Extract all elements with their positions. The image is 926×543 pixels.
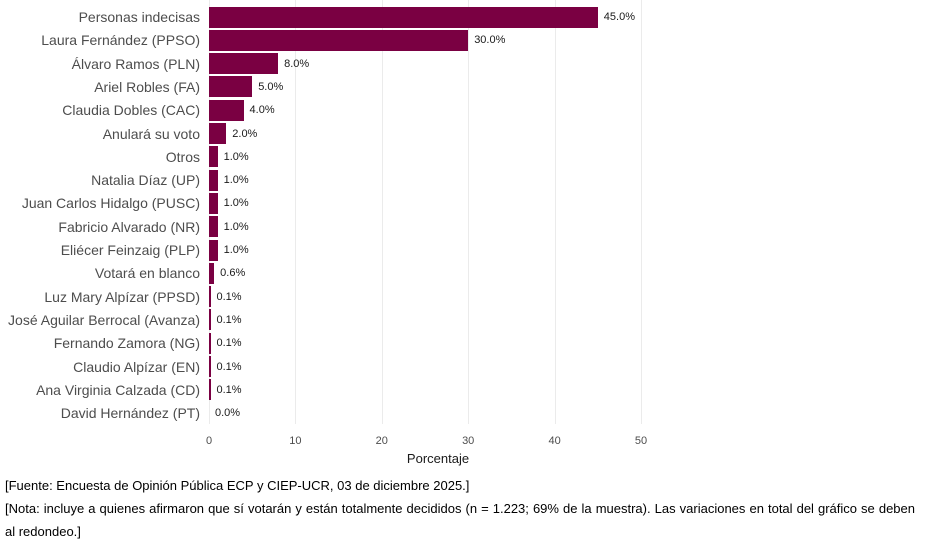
gridline: [295, 0, 297, 424]
value-label: 45.0%: [603, 11, 635, 23]
value-label: 1.0%: [223, 150, 249, 163]
source-note: [Fuente: Encuesta de Opinión Pública ECP…: [5, 478, 470, 493]
x-tick-label: 30: [462, 435, 475, 447]
bar: [209, 29, 469, 51]
category-label: Natalia Díaz (UP): [91, 172, 200, 189]
gridline: [468, 0, 470, 424]
bar: [209, 123, 227, 144]
category-label: Álvaro Ramos (PLN): [71, 55, 200, 72]
category-label: Claudio Alpízar (EN): [73, 358, 200, 375]
bar-chart: 0 10 20 30 40 50 Personas indecisas 45.0% Laura …: [8, 0, 648, 447]
gridline: [554, 0, 556, 424]
value-label: 0.1%: [216, 360, 242, 373]
gridline: [381, 0, 383, 424]
value-label: 0.1%: [216, 383, 242, 396]
bar: [209, 239, 218, 261]
bar: [209, 379, 211, 401]
category-label: Laura Fernández (PPSO): [41, 32, 200, 49]
value-label: 30.0%: [474, 34, 506, 47]
bar: [209, 309, 211, 331]
category-label: Luz Mary Alpízar (PPSD): [44, 288, 200, 305]
category-label: Eliécer Feinzaig (PLP): [60, 242, 200, 258]
x-tick-label: 40: [548, 435, 561, 447]
bar: [209, 146, 218, 168]
value-label: 1.0%: [223, 197, 249, 210]
value-label: 0.6%: [220, 267, 246, 280]
value-label: 2.0%: [232, 127, 258, 140]
value-label: 4.0%: [249, 104, 275, 117]
bar: [209, 169, 218, 191]
category-label: Ariel Robles (FA): [94, 78, 200, 95]
category-label: Fabricio Alvarado (NR): [58, 218, 200, 235]
footnote: [Nota: incluye a quienes afirmaron que s…: [5, 501, 915, 539]
bar: [209, 6, 598, 28]
value-label: 8.0%: [284, 57, 310, 70]
value-label: 0.1%: [216, 290, 242, 303]
value-label: 0.1%: [216, 337, 242, 350]
bar: [209, 76, 253, 98]
value-label: 0.0%: [215, 407, 241, 420]
category-label: Claudia Dobles (CAC): [62, 102, 200, 119]
value-label: 1.0%: [223, 174, 249, 187]
x-tick-label: 10: [289, 435, 302, 447]
value-label: 0.1%: [216, 313, 242, 326]
value-label: 1.0%: [223, 244, 249, 256]
category-label: Ana Virginia Calzada (CD): [36, 381, 200, 398]
bar: [209, 356, 211, 377]
category-label: Juan Carlos Hidalgo (PUSC): [21, 195, 200, 212]
x-tick-label: 0: [205, 435, 213, 447]
category-label: Anulará su voto: [102, 125, 200, 142]
x-tick-label: 50: [634, 435, 648, 447]
value-label: 5.0%: [258, 80, 284, 93]
bar: [209, 192, 218, 214]
bar: [209, 332, 211, 354]
category-label: José Aguilar Berrocal (Avanza): [8, 311, 200, 328]
category-label: Personas indecisas: [78, 9, 200, 25]
category-label: Votará en blanco: [94, 265, 200, 282]
bar: [209, 216, 218, 238]
gridline: [641, 0, 642, 424]
value-label: 1.0%: [223, 220, 249, 233]
category-label: Fernando Zamora (NG): [53, 335, 200, 352]
bar: [209, 53, 279, 75]
x-tick-label: 20: [375, 435, 388, 447]
category-label: David Hernández (PT): [60, 405, 200, 422]
category-label: Otros: [165, 148, 200, 165]
x-axis-label: Porcentaje: [406, 451, 470, 466]
bar: [209, 262, 215, 284]
bar: [209, 286, 211, 308]
bar: [209, 99, 244, 121]
